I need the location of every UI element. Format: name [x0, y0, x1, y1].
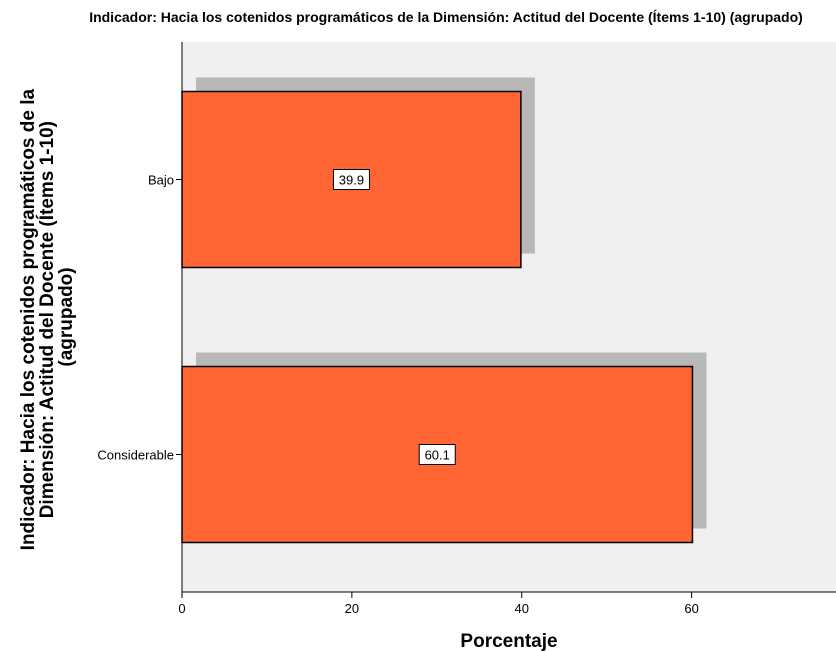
- bar-bajo: [181, 90, 522, 269]
- y-tick-label-bajo: Bajo: [148, 173, 174, 188]
- x-tick-label-0: 0: [178, 601, 185, 616]
- data-label-bajo: 39.9: [339, 173, 364, 188]
- y-axis-title-line-1: Indicador: Hacia los cotenidos programát…: [18, 89, 39, 551]
- data-label-considerable: 60.1: [425, 448, 450, 463]
- data-labels: 39.9 60.1: [332, 169, 456, 465]
- data-label-box-bajo: [332, 169, 370, 190]
- y-axis-title-line-2: Dimensión: Actitud del Docente (Ítems 1-…: [36, 121, 58, 518]
- chart-title: Indicador: Hacia los cotenidos programát…: [89, 9, 803, 25]
- y-axis-ticks: Bajo Considerable: [97, 173, 182, 463]
- x-tick-label-20: 20: [345, 601, 359, 616]
- x-axis-ticks: 0 20 40 60: [178, 592, 699, 616]
- y-axis-title: Indicador: Hacia los cotenidos programát…: [18, 84, 77, 551]
- x-axis-title: Porcentaje: [460, 631, 557, 651]
- x-tick-label-60: 60: [684, 601, 698, 616]
- y-axis-title-line-3: (agrupado): [56, 267, 77, 366]
- x-tick-label-40: 40: [515, 601, 529, 616]
- data-label-box-considerable: [418, 444, 456, 465]
- y-tick-label-considerable: Considerable: [97, 448, 174, 463]
